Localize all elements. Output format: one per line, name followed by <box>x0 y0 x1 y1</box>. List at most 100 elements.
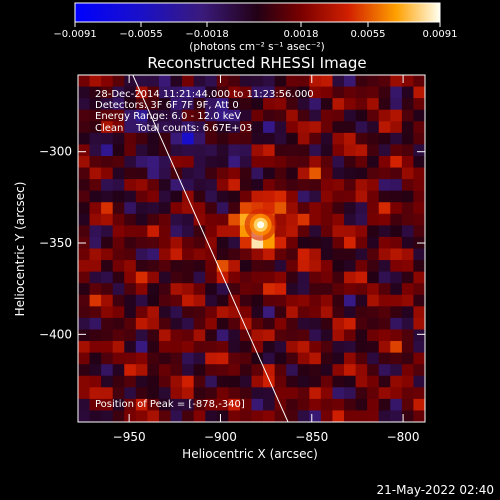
heatmap-cell <box>344 121 357 134</box>
heatmap-cell <box>228 317 241 331</box>
heatmap-cell <box>367 248 380 261</box>
heatmap-cell <box>367 398 380 412</box>
heatmap-cell <box>320 121 334 134</box>
heatmap-cell <box>239 236 253 250</box>
heatmap-cell <box>182 317 195 331</box>
heatmap-cell <box>182 306 195 319</box>
heatmap-cell <box>89 225 102 238</box>
heatmap-cell <box>263 121 276 134</box>
heatmap-cell <box>239 398 253 412</box>
heatmap-cell <box>297 317 310 331</box>
heatmap-cell <box>297 75 310 88</box>
heatmap-cell <box>286 294 299 307</box>
heatmap-cell <box>367 352 380 365</box>
heatmap-cell <box>367 155 380 169</box>
heatmap-cell <box>355 121 368 134</box>
heatmap-cell <box>228 329 241 342</box>
heatmap-cell <box>367 109 380 122</box>
heatmap-cell <box>378 364 391 377</box>
heatmap-cell <box>401 306 415 319</box>
heatmap-cell <box>413 132 425 145</box>
heatmap-cell <box>413 364 425 377</box>
heatmap-cell <box>205 283 218 296</box>
heatmap-cell <box>297 398 310 412</box>
heatmap-cell <box>182 225 195 238</box>
heatmap-cell <box>182 398 195 412</box>
heatmap-cell <box>320 387 334 400</box>
heatmap-cell <box>413 294 425 307</box>
heatmap-cell <box>263 294 276 307</box>
heatmap-cell <box>158 213 172 226</box>
heatmap-cell <box>112 352 125 365</box>
heatmap-cell <box>228 155 241 169</box>
heatmap-cell <box>367 86 380 99</box>
heatmap-cell <box>89 375 102 388</box>
heatmap-cell <box>205 190 218 203</box>
heatmap-cell <box>251 190 264 203</box>
heatmap-cell <box>390 260 403 273</box>
heatmap-cell <box>344 144 357 157</box>
heatmap-cell <box>170 121 183 134</box>
heatmap-cell <box>124 283 137 296</box>
heatmap-cell <box>205 213 218 226</box>
heatmap-cell <box>309 317 322 331</box>
heatmap-cell <box>286 132 299 145</box>
heatmap-cell <box>135 155 148 169</box>
heatmap-cell <box>112 98 125 111</box>
heatmap-cell <box>274 98 287 111</box>
heatmap-cell <box>89 283 102 296</box>
heatmap-cell <box>274 294 287 307</box>
heatmap-cell <box>401 98 415 111</box>
heatmap-cell <box>216 248 229 261</box>
heatmap-cell <box>112 306 125 319</box>
heatmap-cell <box>112 202 125 215</box>
heatmap-cell <box>216 121 229 134</box>
heatmap-cell <box>309 121 322 134</box>
heatmap-cell <box>135 329 148 342</box>
heatmap-cell <box>309 179 322 192</box>
heatmap-cell <box>378 248 391 261</box>
peak-marker <box>257 221 265 229</box>
heatmap-cell <box>147 179 160 192</box>
heatmap-cell <box>263 190 276 203</box>
plot-frame <box>77 74 426 423</box>
heatmap-cell <box>78 260 91 273</box>
heatmap-cell <box>332 271 345 284</box>
heatmap-cell <box>170 341 183 354</box>
heatmap-cell <box>112 144 125 157</box>
heatmap-cell <box>101 121 114 134</box>
heatmap-cell <box>320 167 334 180</box>
heatmap-cell <box>263 109 276 122</box>
heatmap-cell <box>274 329 287 342</box>
heatmap-cell <box>390 144 403 157</box>
heatmap-cell <box>147 352 160 365</box>
heatmap-cell <box>216 86 229 99</box>
heatmap-cell <box>378 329 391 342</box>
heatmap-cell <box>401 144 415 157</box>
heatmap-cell <box>344 248 357 261</box>
y-axis-label: Heliocentric Y (arcsec) <box>13 182 27 317</box>
heatmap-cell <box>320 155 334 169</box>
heatmap-cell <box>320 410 334 422</box>
heatmap-cell <box>286 329 299 342</box>
heatmap-cell <box>344 398 357 412</box>
heatmap-cell <box>355 86 368 99</box>
heatmap-cell <box>101 387 114 400</box>
heatmap-cell <box>239 190 253 203</box>
heatmap-cell <box>286 352 299 365</box>
heatmap-cell <box>401 75 415 88</box>
heatmap-cell <box>101 86 114 99</box>
heatmap-cell <box>228 364 241 377</box>
heatmap-cell <box>332 364 345 377</box>
heatmap-cell <box>239 248 253 261</box>
heatmap-cell <box>413 352 425 365</box>
heatmap-cell <box>367 329 380 342</box>
heatmap-cell <box>286 283 299 296</box>
heatmap-cell <box>216 317 229 331</box>
heatmap-cell <box>112 364 125 377</box>
heatmap-cell <box>124 98 137 111</box>
heatmap-cell <box>378 306 391 319</box>
heatmap-cell <box>390 375 403 388</box>
heatmap-cell <box>413 98 425 111</box>
heatmap-cell <box>286 398 299 412</box>
